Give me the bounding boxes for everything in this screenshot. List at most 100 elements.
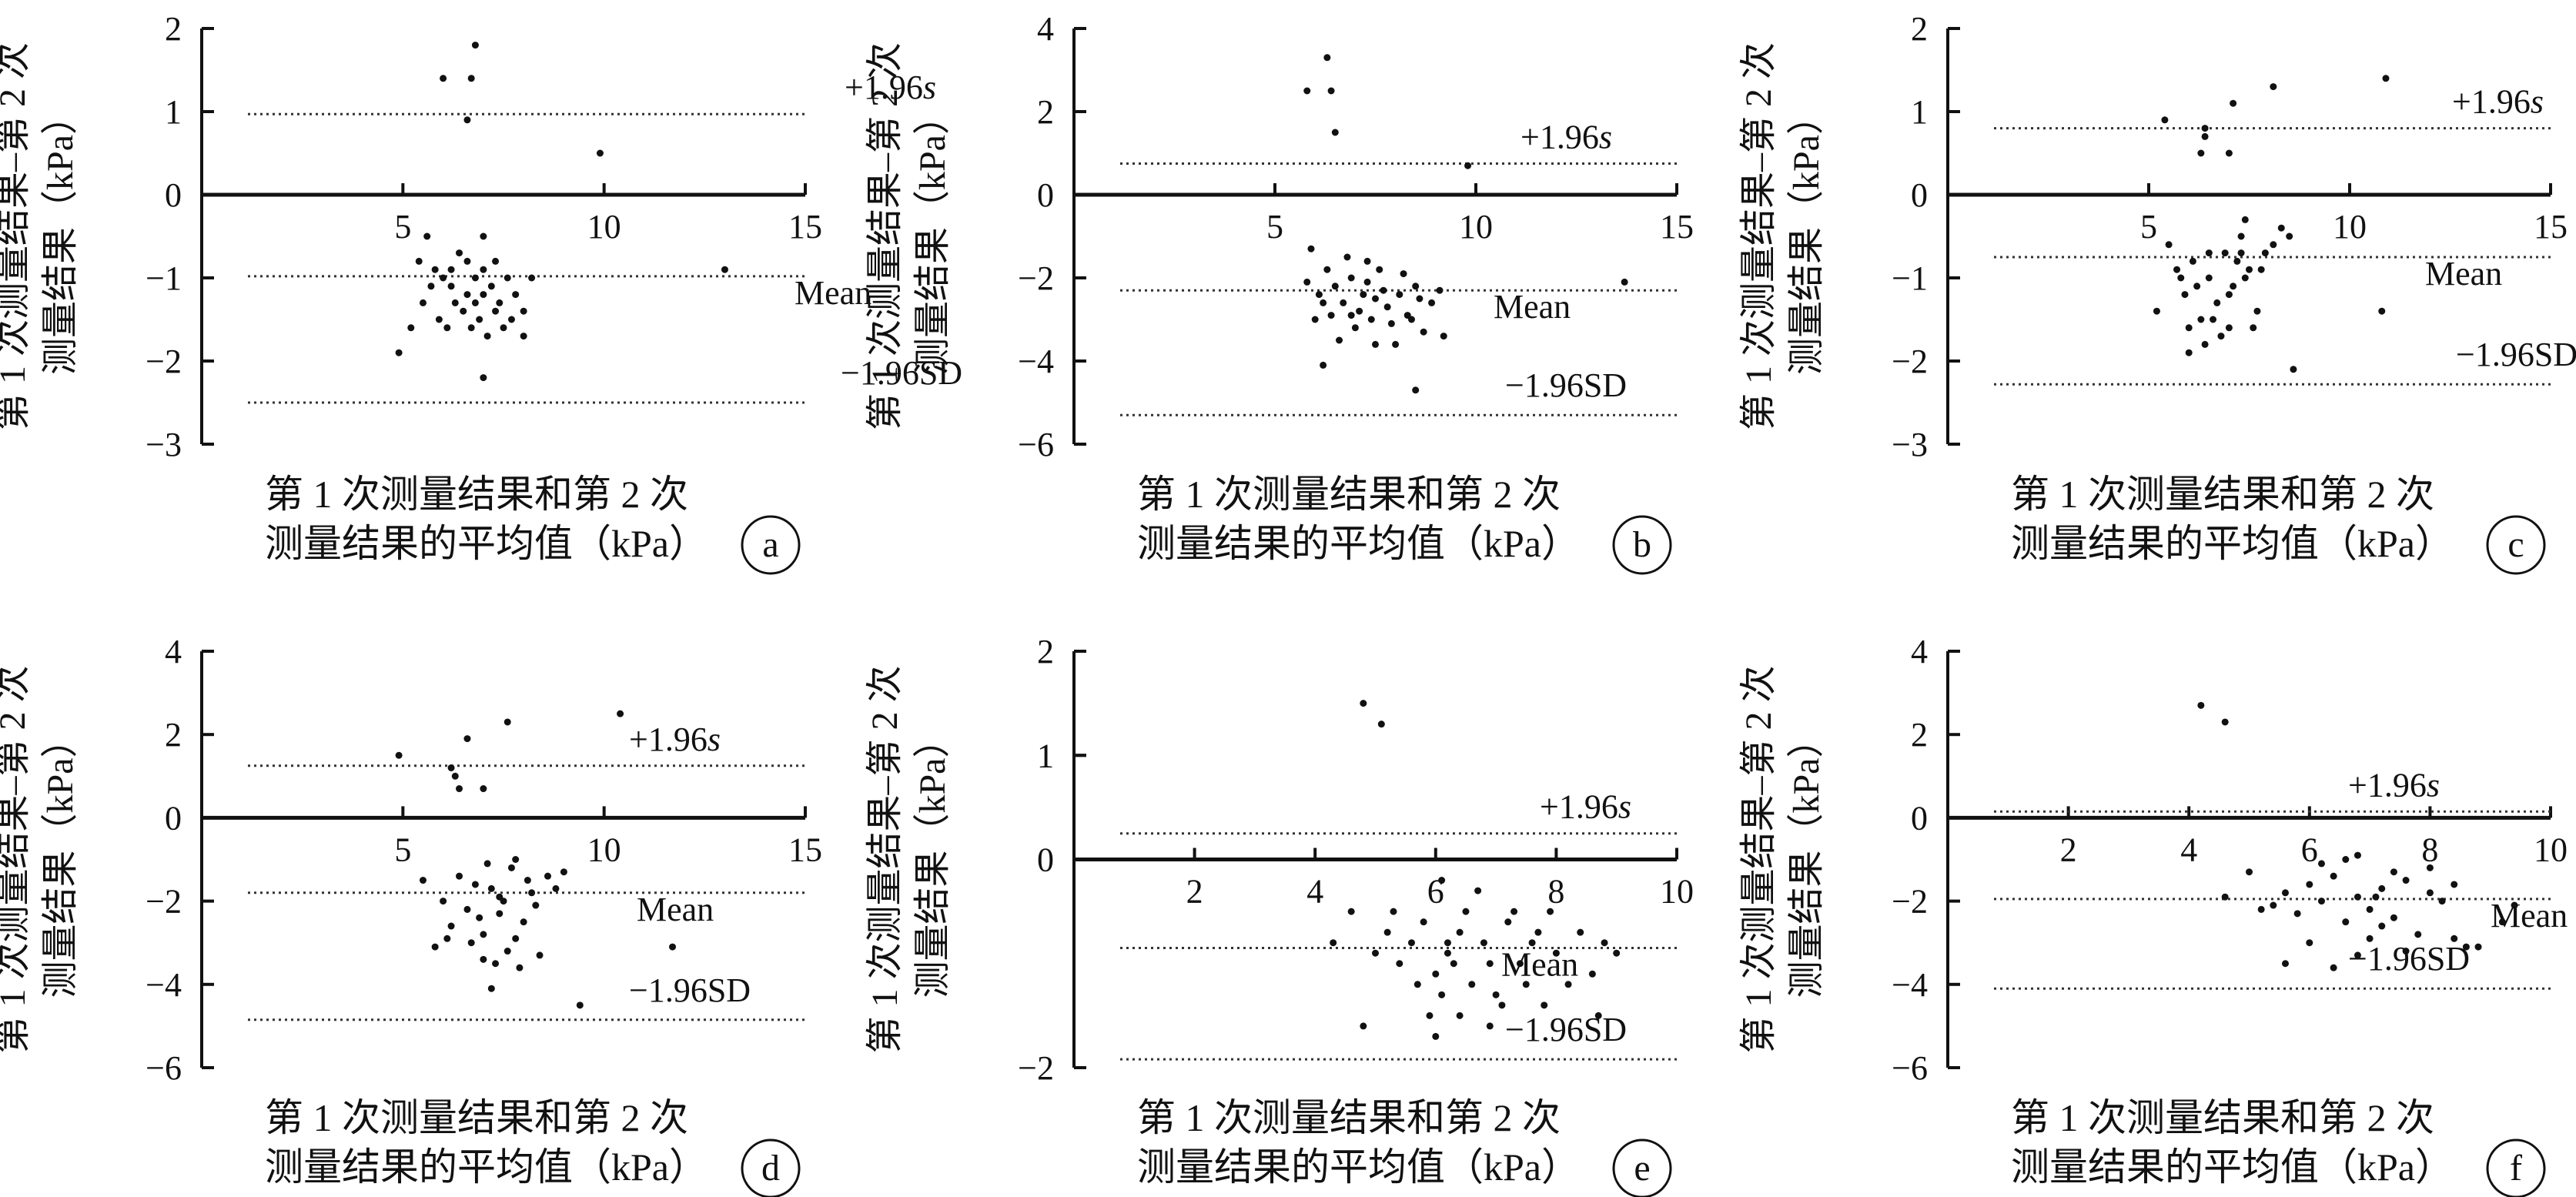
data-point	[2173, 266, 2181, 273]
data-point	[1541, 1001, 1548, 1009]
data-point	[1420, 328, 1427, 336]
panel-label: b	[1633, 524, 1651, 565]
data-point	[471, 299, 479, 306]
data-point	[1392, 340, 1400, 348]
data-point	[516, 964, 524, 971]
data-point	[2233, 257, 2241, 265]
data-point	[2354, 893, 2361, 901]
data-point	[1330, 939, 1337, 947]
data-point	[1412, 386, 1420, 394]
data-point	[2270, 241, 2277, 249]
data-point	[460, 307, 467, 315]
data-point	[2153, 307, 2160, 315]
y-tick-label: −1	[146, 259, 182, 297]
data-point	[2246, 266, 2253, 273]
reference-line-label: Mean	[2425, 255, 2502, 293]
panel-d: −6 −4 −2 0 2 4 5 10 15 +1.96s Mean −1.96SD 第 1 次测量结果…	[0, 633, 822, 1197]
data-point	[1372, 340, 1379, 348]
data-point	[1601, 939, 1608, 947]
data-point	[1400, 270, 1407, 278]
data-point	[463, 905, 471, 913]
y-tick-label: −2	[146, 343, 182, 380]
data-point	[2201, 340, 2209, 348]
reference-line-label: −1.96SD	[1505, 366, 1627, 404]
x-tick-label: 8	[2421, 831, 2438, 868]
data-point	[617, 710, 624, 717]
reference-line-label: +1.96s	[1540, 788, 1631, 826]
data-point	[532, 901, 540, 909]
y-axis-title: 第 1 次测量结果–第 2 次	[0, 665, 33, 1053]
data-point	[419, 299, 427, 306]
y-axis-title: 测量结果（kPa）	[912, 98, 953, 375]
data-point	[2213, 299, 2221, 306]
data-point	[476, 914, 483, 921]
data-point	[1516, 960, 1524, 968]
data-point	[1356, 307, 1363, 315]
data-point	[1438, 877, 1446, 884]
data-point	[2217, 333, 2225, 340]
data-point	[2330, 964, 2337, 971]
data-point	[1387, 319, 1395, 327]
y-tick-label: −3	[146, 426, 182, 463]
panel-label: d	[761, 1148, 780, 1189]
y-tick-label: 0	[1911, 799, 1928, 837]
data-point	[1390, 908, 1397, 915]
data-point	[447, 283, 455, 290]
reference-line-label: −1.96SD	[1505, 1011, 1627, 1048]
data-point	[2225, 291, 2233, 299]
data-point	[1444, 949, 1451, 957]
data-point	[2281, 889, 2289, 897]
data-point	[2366, 905, 2374, 913]
data-point	[456, 785, 463, 793]
data-point	[1504, 918, 1512, 926]
data-point	[2197, 701, 2205, 709]
data-point	[2241, 216, 2249, 223]
data-point	[1396, 960, 1403, 968]
y-tick-label: 2	[165, 716, 182, 754]
panel-label-circle	[1612, 1138, 1672, 1197]
data-point	[480, 266, 487, 273]
data-point	[463, 257, 471, 265]
data-point	[487, 884, 495, 892]
x-axis-title: 测量结果的平均值（kPa）	[2011, 1145, 2454, 1189]
panel-label: f	[2510, 1148, 2522, 1189]
data-point	[435, 316, 443, 323]
data-point	[1327, 87, 1335, 95]
y-tick-label: 1	[165, 93, 182, 131]
data-point	[1474, 887, 1482, 894]
y-tick-label: 0	[1037, 841, 1054, 879]
y-tick-label: −3	[1892, 426, 1928, 463]
y-tick-label: −2	[1892, 343, 1928, 380]
reference-line-label: Mean	[1494, 288, 1571, 326]
data-point	[1522, 981, 1530, 988]
data-point	[1528, 939, 1536, 947]
data-point	[552, 884, 560, 892]
data-point	[471, 42, 479, 49]
x-tick-label: 5	[2140, 208, 2157, 246]
y-tick-label: −2	[1018, 259, 1054, 297]
data-point	[1372, 949, 1379, 957]
data-point	[1363, 257, 1371, 265]
data-point	[1347, 312, 1355, 319]
data-point	[507, 316, 515, 323]
data-point	[1303, 87, 1311, 95]
data-point	[2330, 872, 2337, 880]
data-point	[1367, 316, 1375, 323]
data-point	[1363, 278, 1371, 286]
x-axis-title: 测量结果的平均值（kPa）	[2011, 522, 2454, 565]
data-point	[2390, 914, 2397, 921]
data-point	[2205, 274, 2213, 282]
data-point	[2281, 960, 2289, 968]
y-axis-title: 测量结果（kPa）	[912, 721, 953, 998]
data-point	[1372, 295, 1379, 303]
x-tick-label: 10	[1459, 208, 1493, 246]
data-point	[463, 291, 471, 299]
data-point	[2205, 249, 2213, 257]
y-tick-label: 2	[1037, 633, 1054, 670]
panel-label-circle	[2486, 1138, 2546, 1197]
data-point	[1380, 286, 1387, 294]
data-point	[2317, 898, 2325, 905]
data-point	[1436, 286, 1444, 294]
data-point	[2342, 918, 2350, 926]
